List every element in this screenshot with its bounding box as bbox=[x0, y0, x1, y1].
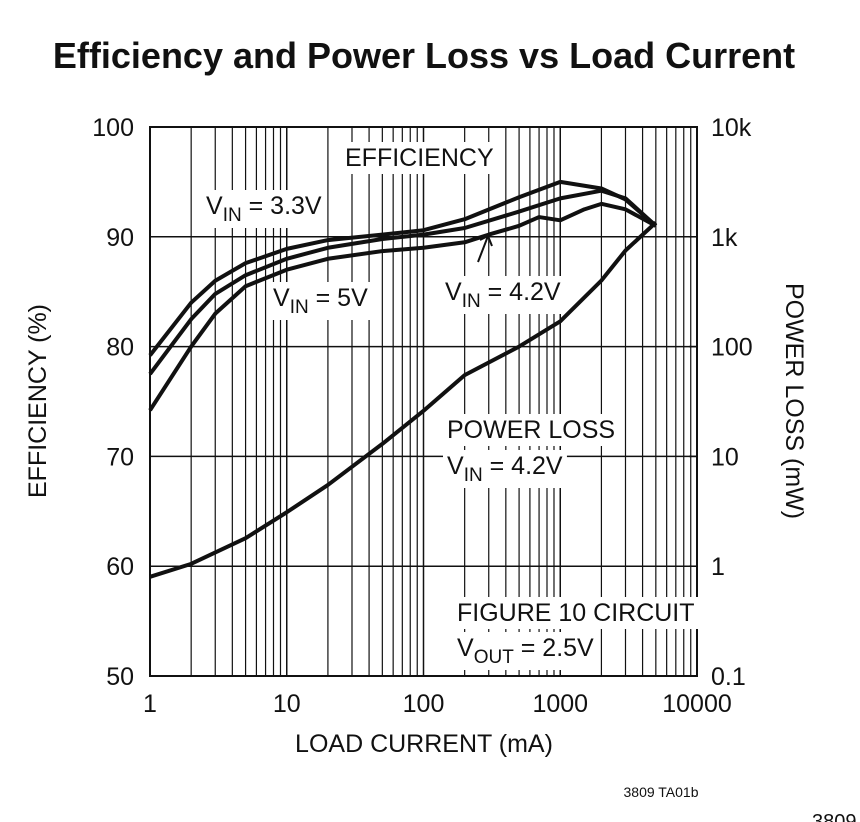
annotation-text: VIN = 5V bbox=[273, 284, 368, 318]
annotation-main: POWER LOSS bbox=[447, 416, 615, 444]
annotation-main: V bbox=[273, 284, 290, 312]
y2-tick-label: 10k bbox=[711, 114, 752, 142]
y2-tick-label: 1k bbox=[711, 224, 738, 252]
annotation-text: VOUT = 2.5V bbox=[457, 634, 594, 668]
y-tick-label: 80 bbox=[106, 334, 134, 362]
x-axis-label: LOAD CURRENT (mA) bbox=[295, 730, 553, 758]
annotation: VIN = 4.2V bbox=[441, 276, 565, 314]
data-line bbox=[149, 221, 658, 579]
annotation-sub: IN bbox=[464, 465, 483, 486]
y2-tick-label: 1 bbox=[711, 553, 725, 581]
x-tick-label: 1000 bbox=[532, 690, 588, 718]
annotation: VOUT = 2.5V bbox=[453, 632, 599, 670]
annotation-main: EFFICIENCY bbox=[345, 144, 494, 172]
annotation-sub: OUT bbox=[474, 647, 515, 668]
annotation: VIN = 4.2V bbox=[443, 450, 567, 488]
annotation-main: FIGURE 10 CIRCUIT bbox=[457, 599, 695, 627]
annotation-rest: = 4.2V bbox=[483, 452, 563, 480]
annotation-bg bbox=[202, 190, 326, 228]
corner-text: 3809 bbox=[812, 811, 857, 822]
y2-tick-label: 100 bbox=[711, 334, 753, 362]
footnote: 3809 TA01b bbox=[624, 784, 699, 800]
plot-frame bbox=[149, 126, 698, 677]
annotation-main: V bbox=[447, 452, 464, 480]
y-tick-label: 90 bbox=[106, 224, 134, 252]
annotation-bg bbox=[441, 276, 565, 314]
annotation: FIGURE 10 CIRCUIT bbox=[453, 597, 699, 629]
x-tick-label: 10 bbox=[273, 690, 301, 718]
annotation-text: POWER LOSS bbox=[447, 416, 615, 444]
annotation-sub: IN bbox=[223, 205, 242, 226]
annotation-bg bbox=[269, 282, 373, 320]
arrow bbox=[477, 234, 493, 263]
y-tick-label: 50 bbox=[106, 663, 134, 691]
y2-axis-label: POWER LOSS (mW) bbox=[780, 283, 808, 519]
chart-title: Efficiency and Power Loss vs Load Curren… bbox=[53, 35, 795, 76]
annotation-text: FIGURE 10 CIRCUIT bbox=[457, 599, 695, 627]
annotation: POWER LOSS bbox=[443, 414, 620, 446]
annotation-text: VIN = 4.2V bbox=[445, 278, 561, 312]
annotation-text: EFFICIENCY bbox=[345, 144, 494, 172]
y-tick-label: 70 bbox=[106, 443, 134, 471]
annotation-bg bbox=[443, 450, 567, 488]
y2-tick-label: 0.1 bbox=[711, 663, 746, 691]
data-line bbox=[148, 188, 658, 376]
annotation-main: V bbox=[206, 192, 223, 220]
annotation-main: V bbox=[445, 278, 462, 306]
annotation: VIN = 3.3V bbox=[202, 190, 326, 228]
x-tick-label: 1 bbox=[143, 690, 157, 718]
annotation-text: VIN = 3.3V bbox=[206, 192, 322, 226]
annotation-rest: = 5V bbox=[309, 284, 368, 312]
annotation-sub: IN bbox=[462, 291, 481, 312]
data-line bbox=[148, 201, 657, 412]
annotation-bg bbox=[341, 142, 498, 174]
annotation-text: VIN = 4.2V bbox=[447, 452, 563, 486]
annotation-bg bbox=[443, 414, 620, 446]
x-tick-label: 100 bbox=[403, 690, 445, 718]
annotation-sub: IN bbox=[290, 297, 309, 318]
y-tick-label: 100 bbox=[92, 114, 134, 142]
annotation-main: V bbox=[457, 634, 474, 662]
annotation-bg bbox=[453, 632, 599, 670]
annotation-rest: = 3.3V bbox=[242, 192, 322, 220]
x-tick-label: 10000 bbox=[662, 690, 732, 718]
annotation-rest: = 2.5V bbox=[514, 634, 594, 662]
annotation-rest: = 4.2V bbox=[481, 278, 561, 306]
y2-tick-label: 10 bbox=[711, 443, 739, 471]
annotation: EFFICIENCY bbox=[341, 142, 498, 174]
annotation: VIN = 5V bbox=[269, 282, 373, 320]
annotation-bg bbox=[453, 597, 699, 629]
y-axis-label: EFFICIENCY (%) bbox=[24, 304, 52, 498]
data-line bbox=[148, 179, 658, 357]
y-tick-label: 60 bbox=[106, 553, 134, 581]
